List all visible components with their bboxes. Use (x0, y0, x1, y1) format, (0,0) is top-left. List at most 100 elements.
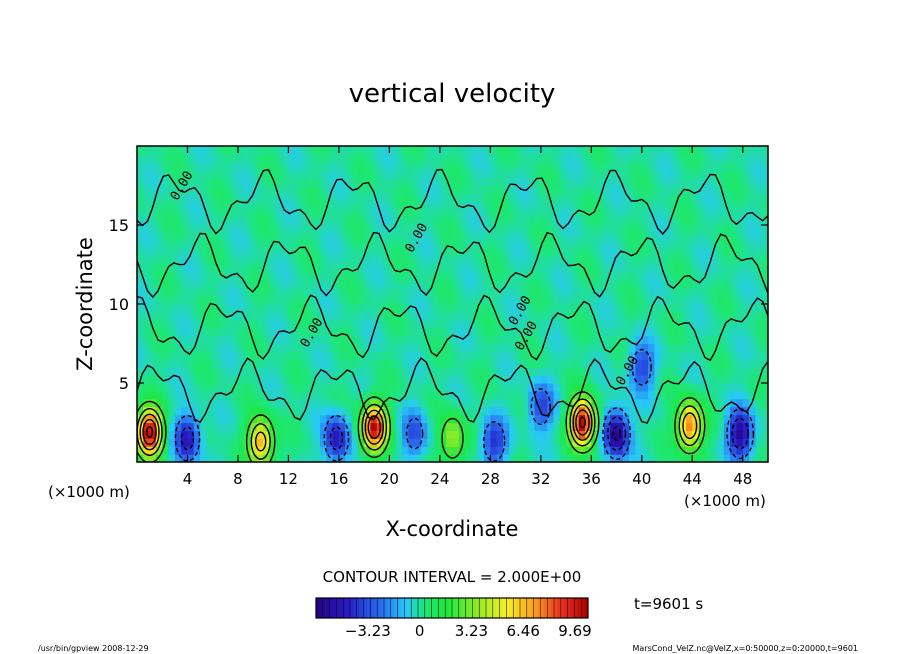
field-cell (143, 256, 151, 266)
field-cell (420, 256, 428, 266)
field-cell (547, 256, 555, 266)
field-cell (641, 454, 649, 462)
field-cell (231, 272, 239, 281)
field-cell (749, 177, 756, 187)
field-cell (540, 446, 548, 455)
field-cell (376, 438, 384, 447)
field-cell (250, 177, 258, 187)
field-cell (376, 217, 384, 226)
field-cell (357, 248, 365, 258)
field-cell (566, 343, 573, 352)
field-cell (237, 146, 245, 155)
field-cell (704, 304, 712, 313)
field-cell (477, 248, 485, 258)
field-cell (244, 311, 252, 321)
field-cell (420, 169, 428, 179)
field-cell (648, 248, 656, 258)
field-cell (547, 327, 555, 337)
field-cell (742, 390, 750, 400)
field-cell (502, 248, 510, 258)
field-cell (717, 390, 725, 400)
field-cell (294, 240, 302, 250)
field-cell (704, 430, 712, 439)
field-cell (395, 304, 403, 313)
field-cell (332, 146, 340, 155)
field-cell (685, 240, 693, 250)
field-cell (622, 406, 630, 416)
field-cell (685, 414, 693, 424)
field-cell (648, 296, 656, 305)
field-cell (515, 454, 523, 462)
field-cell (408, 422, 416, 431)
field-cell (408, 311, 416, 321)
field-cell (585, 454, 592, 462)
field-cell (591, 390, 599, 400)
field-cell (256, 161, 264, 171)
field-cell (420, 280, 428, 289)
field-cell (559, 311, 567, 321)
field-cell (345, 240, 353, 250)
field-cell (465, 359, 473, 368)
field-cell (603, 264, 611, 273)
field-cell (667, 367, 674, 376)
field-cell (162, 272, 170, 281)
field-cell (692, 327, 700, 337)
field-cell (509, 304, 517, 313)
field-cell (389, 383, 397, 392)
field-cell (313, 454, 321, 462)
field-cell (490, 240, 498, 250)
field-cell (553, 177, 561, 187)
field-cell (755, 430, 763, 439)
field-cell (553, 351, 561, 360)
field-cell (484, 319, 491, 329)
field-cell (149, 146, 157, 155)
field-cell (761, 146, 768, 155)
field-cell (408, 248, 416, 258)
field-cell (193, 304, 201, 313)
field-cell (149, 185, 157, 194)
field-cell (673, 209, 681, 218)
field-cell (484, 185, 491, 194)
field-cell (685, 438, 693, 447)
field-cell (357, 185, 365, 194)
field-cell (439, 296, 447, 305)
field-cell (206, 343, 214, 352)
field-cell (420, 351, 428, 360)
field-cell (408, 406, 416, 416)
field-cell (622, 240, 630, 250)
field-cell (692, 209, 700, 218)
field-cell (275, 153, 283, 163)
field-cell (181, 311, 189, 321)
field-cell (237, 454, 245, 462)
field-cell (282, 288, 290, 297)
field-cell (187, 398, 195, 408)
field-cell (648, 335, 656, 345)
x-tick-label: 40 (632, 470, 651, 488)
field-cell (162, 232, 170, 242)
field-cell (755, 177, 763, 187)
field-cell (635, 351, 643, 360)
field-cell (162, 343, 170, 352)
field-cell (648, 327, 656, 337)
field-cell (761, 319, 768, 329)
field-cell (749, 351, 756, 360)
field-cell (635, 169, 643, 179)
field-cell (534, 201, 542, 210)
field-cell (660, 256, 668, 266)
field-cell (736, 201, 744, 210)
field-cell (502, 406, 510, 416)
field-cell (376, 264, 384, 273)
field-cell (345, 335, 353, 345)
field-cell (755, 288, 763, 297)
field-cell (591, 327, 599, 337)
field-cell (143, 225, 151, 234)
field-cell (395, 343, 403, 352)
field-cell (427, 351, 435, 360)
field-cell (357, 288, 365, 297)
field-cell (395, 209, 403, 218)
field-cell (269, 327, 277, 337)
field-cell (736, 390, 744, 400)
field-cell (572, 319, 580, 329)
field-cell (364, 146, 372, 155)
field-cell (402, 296, 409, 305)
